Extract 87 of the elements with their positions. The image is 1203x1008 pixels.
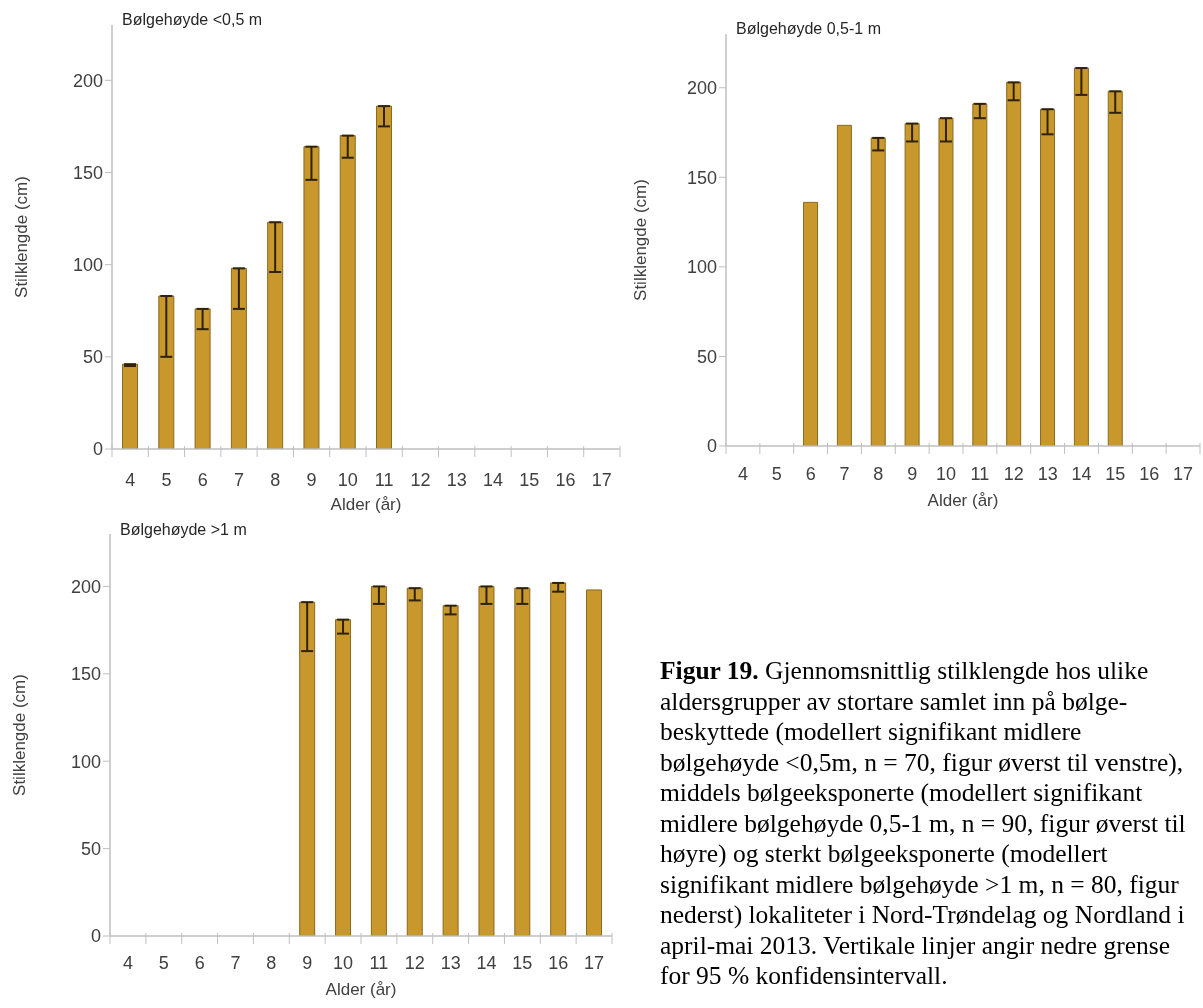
y-tick-label: 100 xyxy=(686,257,717,278)
y-tick-label: 50 xyxy=(82,347,103,368)
x-tick-label: 8 xyxy=(266,953,277,973)
bar xyxy=(1040,108,1056,446)
x-tick-label: 7 xyxy=(839,464,850,484)
x-tick-label: 10 xyxy=(337,470,358,490)
chart-title: Bølgehøyde <0,5 m xyxy=(122,10,263,30)
x-tick-label: 17 xyxy=(584,953,605,973)
x-tick-label: 14 xyxy=(1071,464,1092,484)
bar xyxy=(972,103,988,446)
bar xyxy=(803,201,819,446)
bar xyxy=(1006,81,1022,446)
x-tick-label: 15 xyxy=(519,470,540,490)
bar xyxy=(376,105,393,449)
x-tick-label: 4 xyxy=(125,470,136,490)
x-tick-label: 7 xyxy=(233,470,245,490)
y-axis-title: Stilklengde (cm) xyxy=(9,674,29,796)
bar xyxy=(1107,90,1123,446)
x-tick-label: 10 xyxy=(333,953,354,973)
chart-title: Bølgehøyde 0,5-1 m xyxy=(736,19,881,39)
x-tick-label: 11 xyxy=(374,470,394,490)
bar xyxy=(938,117,954,446)
x-tick-label: 16 xyxy=(548,953,569,973)
y-axis-title: Stilklengde (cm) xyxy=(630,179,650,301)
y-tick-label: 150 xyxy=(686,167,717,188)
x-tick-label: 9 xyxy=(302,953,313,973)
y-tick-label: 150 xyxy=(70,664,101,685)
x-tick-label: 12 xyxy=(410,470,431,490)
y-tick-label: 200 xyxy=(72,70,103,91)
x-tick-label: 13 xyxy=(446,470,467,490)
y-tick-label: 100 xyxy=(70,751,101,772)
bar xyxy=(122,363,139,449)
x-tick-label: 8 xyxy=(270,470,281,490)
x-tick-label: 9 xyxy=(907,464,918,484)
x-tick-label: 15 xyxy=(512,953,533,973)
text: Figur 19. xyxy=(660,656,760,685)
x-tick-label: 4 xyxy=(737,464,748,484)
x-axis-title: Alder (år) xyxy=(325,979,397,999)
y-tick-label: 100 xyxy=(72,255,103,276)
x-tick-label: 14 xyxy=(476,953,497,973)
bar xyxy=(194,308,211,449)
y-axis-title: Stilklengde (cm) xyxy=(11,176,31,298)
x-tick-label: 10 xyxy=(936,464,957,484)
x-tick-label: 17 xyxy=(1173,464,1194,484)
bar xyxy=(158,295,175,449)
x-tick-label: 14 xyxy=(482,470,504,490)
bar xyxy=(836,124,852,446)
x-tick-label: 12 xyxy=(404,953,425,973)
x-tick-label: 15 xyxy=(1105,464,1126,484)
bar xyxy=(1073,67,1089,446)
text: aldersgrupper av stortare samlet inn på bølge-beskyttede (modellert signifikant midlere bølgehøyde <0,5m, n = 70, figur øverst til venstre), middels bølgeeksponerte (modellert signifikant midlere bølgehøyde 0,5-1 m, n = 90, figur øverst til høyre) og sterkt bølgeeksponerte (modellert signifikant midlere bølgehøyde >1 m, n = 80, figur nederst) lokaliteter i Nord-Trøndelag og Nordland i april-mai 2013. Vertikale linjer angir nedre grense for 95 % konfidensintervall. xyxy=(660,686,1186,990)
x-axis-title: Alder (år) xyxy=(330,494,402,514)
bar xyxy=(267,221,284,449)
y-tick-label: 50 xyxy=(696,346,717,367)
x-tick-label: 9 xyxy=(306,470,317,490)
x-tick-label: 5 xyxy=(161,470,172,490)
y-tick-label: 150 xyxy=(72,162,103,183)
bar xyxy=(303,146,320,449)
chart-title: Bølgehøyde >1 m xyxy=(120,520,247,540)
y-tick-label: 0 xyxy=(90,926,101,947)
y-tick-label: 0 xyxy=(706,436,717,457)
bar xyxy=(870,137,886,446)
x-tick-label: 12 xyxy=(1003,464,1024,484)
x-tick-label: 11 xyxy=(369,953,389,973)
bar xyxy=(230,267,247,449)
x-tick-label: 6 xyxy=(194,953,205,973)
bar xyxy=(339,135,356,449)
x-tick-label: 5 xyxy=(158,953,169,973)
x-tick-label: 8 xyxy=(873,464,884,484)
x-tick-label: 13 xyxy=(440,953,461,973)
x-tick-label: 5 xyxy=(771,464,782,484)
y-tick-label: 200 xyxy=(70,576,101,597)
x-tick-label: 16 xyxy=(1139,464,1160,484)
x-tick-label: 7 xyxy=(230,953,241,973)
y-tick-label: 200 xyxy=(686,78,717,99)
x-tick-label: 6 xyxy=(197,470,208,490)
text: Gjennomsnittlig stilklengde hos ulike xyxy=(765,656,1149,685)
y-tick-label: 50 xyxy=(80,839,101,859)
x-axis-title: Alder (år) xyxy=(927,490,999,510)
x-tick-label: 13 xyxy=(1037,464,1058,484)
bar xyxy=(904,123,920,446)
y-tick-label: 0 xyxy=(92,439,103,460)
x-tick-label: 17 xyxy=(591,470,612,490)
x-tick-label: 16 xyxy=(555,470,576,490)
x-tick-label: 11 xyxy=(970,464,990,484)
x-tick-label: 6 xyxy=(805,464,816,484)
x-tick-label: 4 xyxy=(122,953,133,973)
